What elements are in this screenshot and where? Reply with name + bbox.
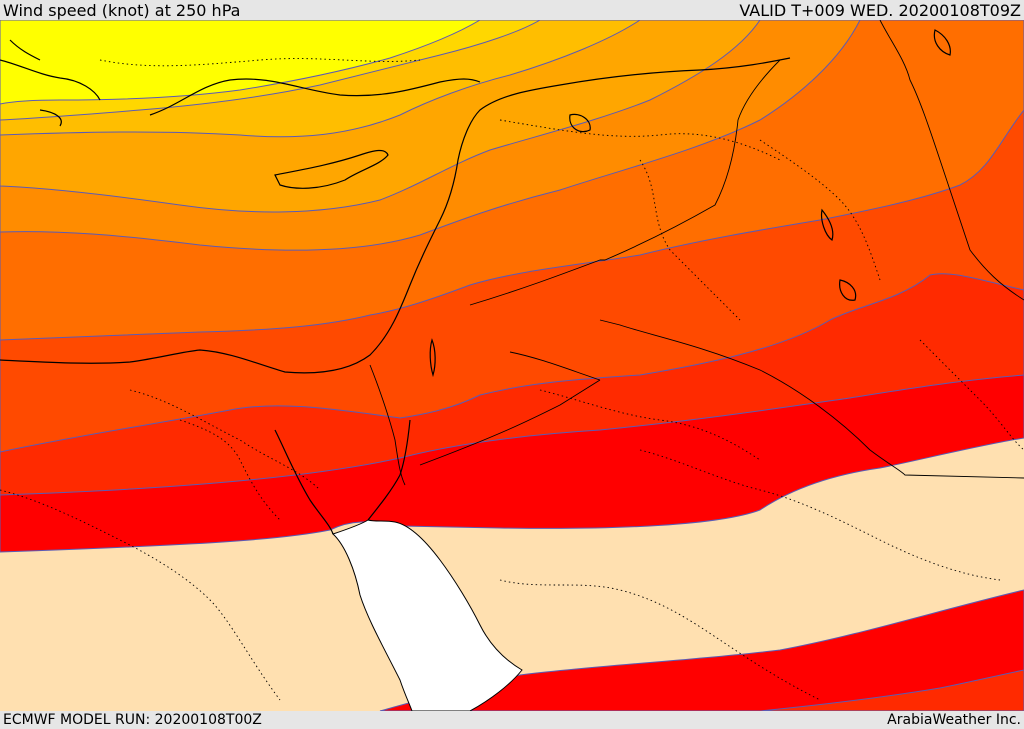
- coastline-sinai: [274, 419, 411, 535]
- border-iraq-iran: [879, 20, 1024, 301]
- cyprus: [274, 149, 389, 189]
- coastline-turkey: [149, 78, 481, 116]
- aegean-coast: [0, 39, 101, 127]
- header-bar: Wind speed (knot) at 250 hPa VALID T+009…: [0, 0, 1024, 20]
- valid-time: VALID T+009 WED. 20200108T09Z: [739, 1, 1021, 20]
- coastline-levant: [0, 57, 791, 374]
- map-title: Wind speed (knot) at 250 hPa: [3, 1, 241, 20]
- province-boundaries: [0, 58, 1024, 701]
- red-sea: [332, 519, 523, 711]
- footer-bar: ECMWF MODEL RUN: 20200108T00Z ArabiaWeat…: [0, 711, 1024, 729]
- wind-speed-map: [0, 20, 1024, 711]
- band-red-orange-south: [759, 669, 1024, 711]
- model-run: ECMWF MODEL RUN: 20200108T00Z: [3, 712, 262, 728]
- map-canvas: [0, 20, 1024, 711]
- credit: ArabiaWeather Inc.: [887, 712, 1021, 728]
- iraq-lakes: [820, 208, 857, 301]
- border-syria-iraq: [469, 59, 781, 306]
- border-jordan-saudi: [419, 319, 1024, 479]
- border-egypt: [369, 364, 406, 486]
- dead-sea: [429, 338, 436, 378]
- lake-east: [569, 29, 951, 133]
